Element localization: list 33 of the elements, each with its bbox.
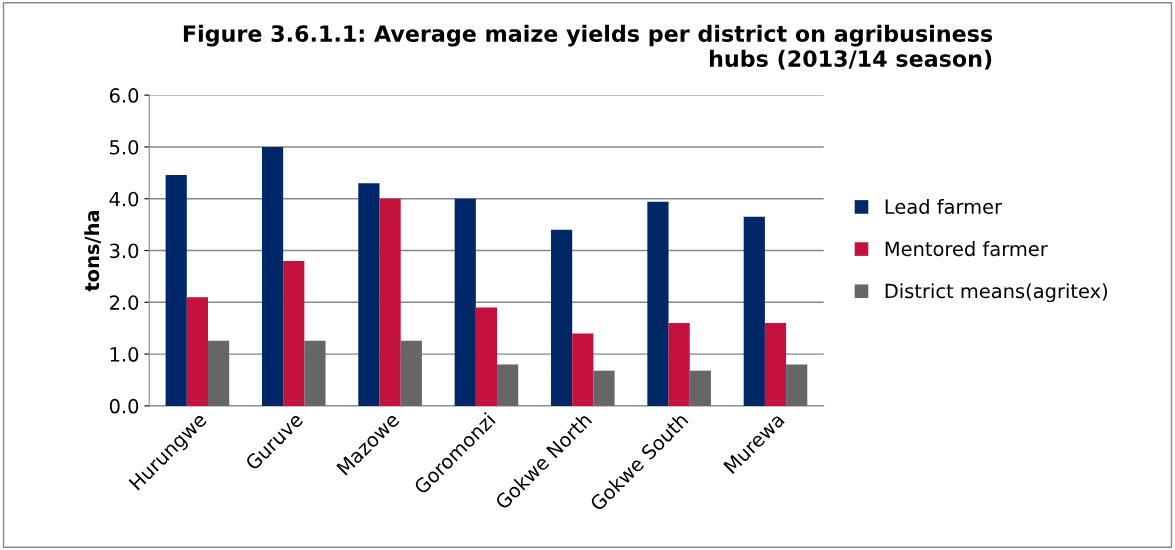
bar — [764, 323, 787, 406]
bar — [400, 340, 422, 406]
bar — [358, 183, 380, 406]
bar — [475, 307, 498, 406]
y-axis-title: tons/ha — [84, 210, 101, 292]
legend-label: Mentored farmer — [885, 241, 1048, 257]
bar — [208, 340, 230, 406]
bar — [551, 229, 573, 406]
bar — [186, 297, 208, 406]
bar — [454, 198, 476, 406]
bar — [786, 364, 808, 406]
bar — [304, 340, 326, 406]
y-tick-label: 6.0 — [109, 88, 139, 103]
legend-label: Lead farmer — [885, 198, 1003, 215]
bar — [283, 260, 305, 406]
chart-title: Figure 3.6.1.1: Average maize yields per district on agribusiness hubs (2013/14 season) — [183, 24, 993, 70]
bar — [647, 201, 669, 406]
bar — [165, 174, 187, 406]
bar — [689, 370, 711, 406]
bar — [497, 364, 519, 406]
y-tick-label: 4.0 — [109, 191, 139, 207]
bar — [743, 216, 765, 406]
y-tick-label: 1.0 — [110, 347, 139, 362]
bar — [668, 323, 690, 406]
y-tick-label: 5.0 — [110, 139, 139, 155]
bar — [572, 333, 594, 406]
y-tick-label: 3.0 — [110, 243, 139, 259]
legend-label: District means(agritex) — [885, 283, 1108, 303]
bar — [261, 146, 284, 406]
bar — [593, 370, 615, 406]
bar — [379, 198, 401, 406]
y-tick-label: 0.0 — [109, 398, 139, 414]
y-tick-label: 2.0 — [110, 295, 139, 310]
